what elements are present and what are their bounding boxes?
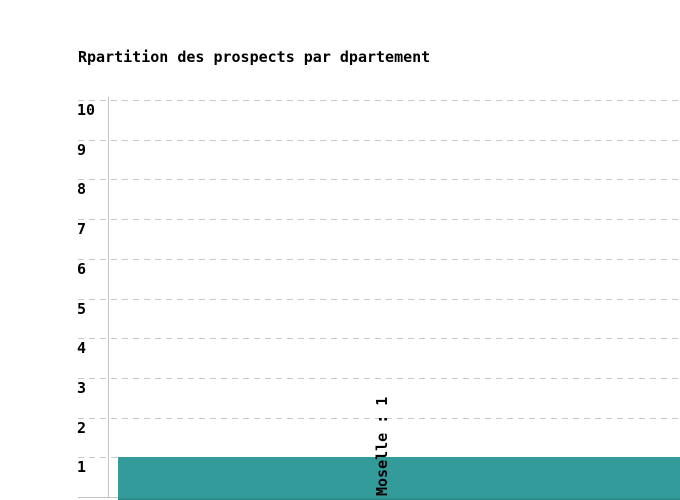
bar-value-label: Moselle : 1	[372, 396, 391, 496]
gridline-y-9	[78, 140, 680, 141]
chart-title: Rpartition des prospects par dpartement	[78, 48, 431, 66]
gridline-y-3	[78, 378, 680, 379]
bar-moselle	[118, 457, 680, 500]
y-axis-line	[108, 97, 109, 498]
y-tick-label-5: 5	[77, 300, 87, 318]
y-tick-label-6: 6	[77, 260, 87, 278]
y-tick-label-2: 2	[77, 419, 87, 437]
y-tick-label-4: 4	[77, 339, 87, 357]
y-tick-label-9: 9	[77, 141, 87, 159]
gridline-y-7	[78, 219, 680, 220]
gridline-y-8	[78, 179, 680, 180]
y-tick-label-1: 1	[77, 458, 87, 476]
gridline-y-6	[78, 259, 680, 260]
gridline-y-2	[78, 418, 680, 419]
gridline-y-4	[78, 338, 680, 339]
y-tick-label-8: 8	[77, 180, 87, 198]
gridline-y-5	[78, 299, 680, 300]
y-tick-label-7: 7	[77, 220, 87, 238]
y-tick-label-10: 10	[77, 101, 96, 119]
bar-bottom-edge	[118, 498, 680, 500]
gridline-y-10	[78, 100, 680, 101]
y-tick-label-3: 3	[77, 379, 87, 397]
